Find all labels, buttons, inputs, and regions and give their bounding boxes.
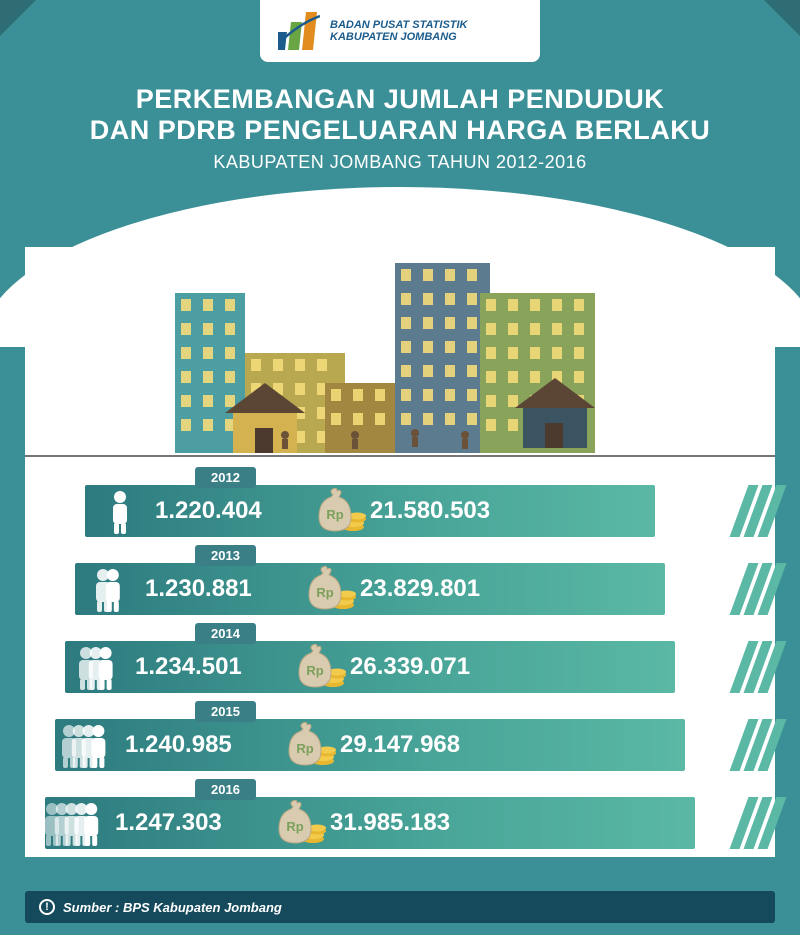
logo-line1: BADAN PUSAT STATISTIK: [330, 19, 468, 31]
stripe-decor: [739, 563, 777, 615]
year-tab: 2015: [195, 701, 256, 722]
pdrb-value: 21.580.503: [370, 497, 525, 525]
data-bar: 1.240.985 Rp 29.147.968: [55, 719, 685, 771]
svg-text:Rp: Rp: [316, 585, 333, 600]
people-icon: [45, 799, 115, 847]
title-block: PERKEMBANGAN JUMLAH PENDUDUK DAN PDRB PE…: [0, 62, 800, 187]
stripe-decor: [739, 641, 777, 693]
money-bag-icon: Rp: [310, 487, 370, 535]
stripe-decor: [739, 719, 777, 771]
data-row: 2013 1.230.881 Rp 23.829.801: [25, 545, 775, 623]
logo-card: BADAN PUSAT STATISTIK KABUPATEN JOMBANG: [260, 0, 540, 62]
title-line2: DAN PDRB PENGELUARAN HARGA BERLAKU: [30, 115, 770, 146]
population-value: 1.247.303: [115, 809, 270, 837]
pdrb-value: 23.829.801: [360, 575, 515, 603]
logo-text: BADAN PUSAT STATISTIK KABUPATEN JOMBANG: [330, 19, 468, 43]
info-icon: !: [39, 899, 55, 915]
people-icon: [75, 565, 145, 613]
title-line1: PERKEMBANGAN JUMLAH PENDUDUK: [30, 84, 770, 115]
pdrb-value: 31.985.183: [330, 809, 485, 837]
corner-decor: [764, 0, 800, 36]
data-row: 2016 1.247.303: [25, 779, 775, 857]
svg-text:Rp: Rp: [296, 741, 313, 756]
data-row: 2015 1.240.985: [25, 701, 775, 779]
people-icon: [85, 487, 155, 535]
money-bag-icon: Rp: [290, 643, 350, 691]
stripe-decor: [739, 485, 777, 537]
year-tab: 2013: [195, 545, 256, 566]
footer-source: ! Sumber : BPS Kabupaten Jombang: [25, 891, 775, 923]
curve-divider: [0, 187, 800, 247]
data-row: 2012 1.220.404 Rp 21.580.503: [25, 467, 775, 545]
pdrb-value: 26.339.071: [350, 653, 505, 681]
city-illustration: [25, 247, 775, 457]
data-row: 2014 1.234.501 Rp 26.339.071: [25, 623, 775, 701]
stripe-decor: [739, 797, 777, 849]
population-value: 1.220.404: [155, 497, 310, 525]
infographic-page: BADAN PUSAT STATISTIK KABUPATEN JOMBANG …: [0, 0, 800, 935]
data-bar: 1.247.303 Rp 31.985.183: [45, 797, 695, 849]
svg-text:Rp: Rp: [286, 819, 303, 834]
subtitle: KABUPATEN JOMBANG TAHUN 2012-2016: [30, 152, 770, 173]
population-value: 1.240.985: [125, 731, 280, 759]
corner-decor: [0, 0, 36, 36]
population-value: 1.234.501: [135, 653, 290, 681]
money-bag-icon: Rp: [270, 799, 330, 847]
svg-text:Rp: Rp: [326, 507, 343, 522]
svg-text:Rp: Rp: [306, 663, 323, 678]
pdrb-value: 29.147.968: [340, 731, 495, 759]
data-bar: 1.230.881 Rp 23.829.801: [75, 563, 665, 615]
people-icon: [65, 643, 135, 691]
money-bag-icon: Rp: [300, 565, 360, 613]
data-bar: 1.234.501 Rp 26.339.071: [65, 641, 675, 693]
population-value: 1.230.881: [145, 575, 300, 603]
people-icon: [55, 721, 125, 769]
year-tab: 2016: [195, 779, 256, 800]
year-tab: 2012: [195, 467, 256, 488]
year-tab: 2014: [195, 623, 256, 644]
data-rows: 2012 1.220.404 Rp 21.580.503 2013: [25, 457, 775, 857]
bps-logo-icon: [278, 12, 320, 50]
money-bag-icon: Rp: [280, 721, 340, 769]
data-bar: 1.220.404 Rp 21.580.503: [85, 485, 655, 537]
source-text: Sumber : BPS Kabupaten Jombang: [63, 900, 282, 915]
logo-line2: KABUPATEN JOMBANG: [330, 31, 468, 43]
